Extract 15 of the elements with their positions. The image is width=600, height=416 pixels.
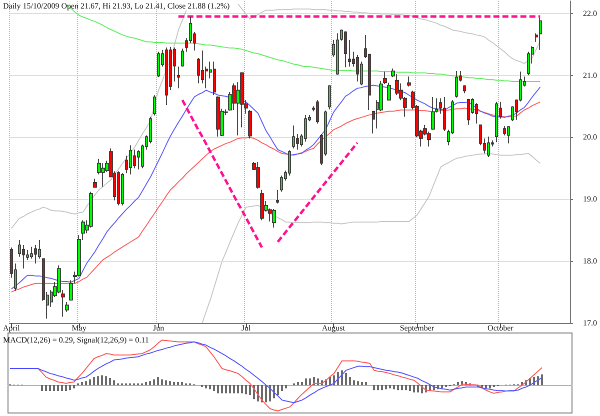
y-tick-label: 21.0 — [583, 70, 597, 80]
x-tick-label: May — [72, 324, 86, 332]
chart-title: Daily 15/10/2009 Open 21.67, Hi 21.93, Lo 21.41, Close 21.88 (1.2%) — [3, 2, 230, 10]
x-tick-label: Jun — [152, 324, 164, 332]
y-tick-label: 17.0 — [583, 318, 597, 328]
x-tick-label: September — [400, 324, 434, 332]
x-tick-label: Jul — [241, 324, 252, 332]
y-tick-label: 19.0 — [583, 194, 597, 204]
y-tick-label: 20.0 — [583, 132, 597, 142]
x-tick-label: April — [2, 324, 21, 332]
y-tick-label: 18.0 — [583, 256, 597, 266]
y-tick-label: 22.0 — [583, 8, 597, 18]
chart-title: MACD(12,26) = 0.29, Signal(12,26,9) = 0.11 — [3, 336, 149, 344]
x-tick-label: October — [488, 324, 514, 332]
x-tick-label: August — [322, 324, 346, 332]
